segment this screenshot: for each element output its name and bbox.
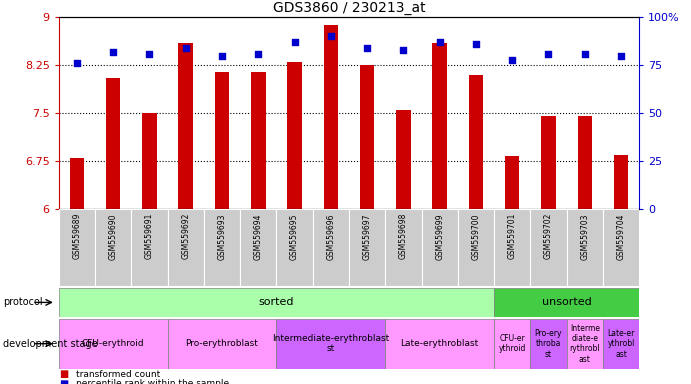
Text: GSM559696: GSM559696 (326, 213, 335, 260)
Bar (433, 43, 447, 209)
Text: ■: ■ (59, 369, 68, 379)
Point (579, 51, 590, 57)
Text: Late-erythroblast: Late-erythroblast (401, 339, 479, 348)
Bar (70, 158, 84, 209)
Text: sorted: sorted (258, 297, 294, 308)
Bar (603, 209, 639, 286)
Bar (567, 319, 603, 369)
Bar (215, 72, 229, 209)
Text: GSM559694: GSM559694 (254, 213, 263, 260)
Bar (531, 319, 567, 369)
Bar (131, 209, 168, 286)
Bar (59, 209, 95, 286)
Text: GSM559698: GSM559698 (399, 213, 408, 260)
Bar (614, 155, 628, 209)
Text: GSM559703: GSM559703 (580, 213, 589, 260)
Text: Intermediate-erythroblast
st: Intermediate-erythroblast st (272, 334, 390, 353)
Point (616, 53, 627, 59)
Text: GSM559691: GSM559691 (145, 213, 154, 260)
Bar (386, 209, 422, 286)
Bar (578, 116, 592, 209)
Bar (95, 209, 131, 286)
Text: CFU-erythroid: CFU-erythroid (82, 339, 144, 348)
Point (507, 56, 518, 63)
Text: GSM559701: GSM559701 (508, 213, 517, 260)
Text: percentile rank within the sample: percentile rank within the sample (76, 379, 229, 384)
Bar (178, 43, 193, 209)
Bar (142, 113, 157, 209)
Point (471, 41, 482, 47)
Bar (457, 209, 494, 286)
Point (180, 45, 191, 51)
Text: GSM559693: GSM559693 (218, 213, 227, 260)
Title: GDS3860 / 230213_at: GDS3860 / 230213_at (273, 1, 425, 15)
Bar (276, 209, 312, 286)
Text: Pro-ery
throba
st: Pro-ery throba st (535, 329, 562, 359)
Point (289, 39, 300, 45)
Point (144, 51, 155, 57)
Text: GSM559700: GSM559700 (471, 213, 480, 260)
Point (361, 45, 372, 51)
Text: GSM559699: GSM559699 (435, 213, 444, 260)
Bar (312, 209, 349, 286)
Bar (505, 156, 520, 209)
Bar (468, 75, 483, 209)
Bar (541, 116, 556, 209)
Bar (276, 319, 385, 369)
Bar (349, 209, 386, 286)
Text: GSM559697: GSM559697 (363, 213, 372, 260)
Bar (323, 25, 338, 209)
Point (253, 51, 264, 57)
Point (71, 60, 82, 66)
Bar (59, 288, 494, 317)
Text: transformed count: transformed count (76, 369, 160, 379)
Bar (106, 78, 120, 209)
Text: GSM559689: GSM559689 (73, 213, 82, 260)
Bar (531, 209, 567, 286)
Text: Pro-erythroblast: Pro-erythroblast (186, 339, 258, 348)
Text: CFU-er
ythroid: CFU-er ythroid (498, 334, 526, 353)
Text: unsorted: unsorted (542, 297, 591, 308)
Bar (287, 62, 302, 209)
Text: development stage: development stage (3, 339, 98, 349)
Bar (167, 319, 276, 369)
Text: Late-er
ythrobl
ast: Late-er ythrobl ast (607, 329, 635, 359)
Bar (603, 319, 639, 369)
Bar (251, 72, 265, 209)
Text: ■: ■ (59, 379, 68, 384)
Text: GSM559692: GSM559692 (181, 213, 190, 260)
Bar (422, 209, 457, 286)
Bar (240, 209, 276, 286)
Text: GSM559695: GSM559695 (290, 213, 299, 260)
Bar (360, 65, 375, 209)
Point (543, 51, 554, 57)
Bar (567, 209, 603, 286)
Point (434, 39, 445, 45)
Text: GSM559704: GSM559704 (616, 213, 625, 260)
Point (216, 53, 227, 59)
Text: protocol: protocol (3, 297, 43, 308)
Bar (59, 319, 167, 369)
Bar (494, 288, 639, 317)
Text: GSM559690: GSM559690 (108, 213, 117, 260)
Bar (396, 110, 410, 209)
Point (108, 49, 119, 55)
Bar (494, 209, 531, 286)
Bar (167, 209, 204, 286)
Bar (204, 209, 240, 286)
Point (398, 47, 409, 53)
Bar (494, 319, 531, 369)
Text: GSM559702: GSM559702 (544, 213, 553, 260)
Point (325, 33, 337, 40)
Text: Interme
diate-e
rythrobl
ast: Interme diate-e rythrobl ast (569, 324, 600, 364)
Bar (386, 319, 494, 369)
